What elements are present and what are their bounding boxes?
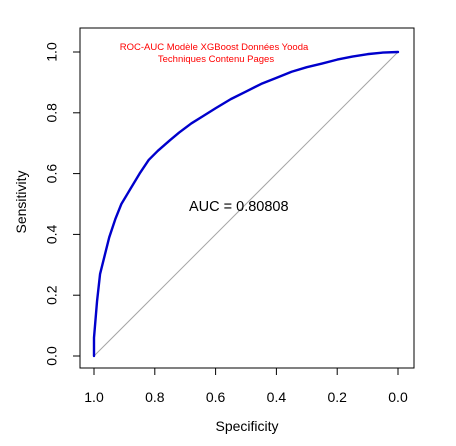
- y-tick-label: 0.0: [44, 346, 60, 366]
- x-tick-label: 0.4: [267, 389, 287, 405]
- x-tick-label: 0.8: [145, 389, 165, 405]
- x-tick-label: 1.0: [84, 389, 104, 405]
- plot-frame: [79, 27, 415, 369]
- chart-title-line-1: ROC-AUC Modèle XGBoost Données Yooda: [120, 42, 309, 53]
- y-tick-label: 0.6: [44, 164, 60, 184]
- reference-diagonal-line: [93, 51, 399, 357]
- x-tick-label: 0.0: [388, 389, 408, 405]
- x-tick-label: 0.6: [206, 389, 226, 405]
- y-tick-label: 0.4: [44, 224, 60, 244]
- y-tick-label: 1.0: [44, 42, 60, 62]
- x-axis-label: Specificity: [215, 418, 278, 434]
- y-tick-label: 0.2: [44, 285, 60, 305]
- x-axis: 1.0 0.8 0.6 0.4 0.2 0.0: [84, 367, 408, 405]
- y-axis: 0.0 0.2 0.4 0.6 0.8 1.0: [44, 42, 81, 366]
- chart-title-line-2: Techniques Contenu Pages: [158, 54, 274, 65]
- y-axis-label: Sensitivity: [13, 170, 29, 233]
- x-tick-label: 0.2: [327, 389, 347, 405]
- y-tick-label: 0.8: [44, 103, 60, 123]
- auc-annotation: AUC = 0.80808: [189, 199, 289, 215]
- roc-curve-line: [92, 50, 400, 358]
